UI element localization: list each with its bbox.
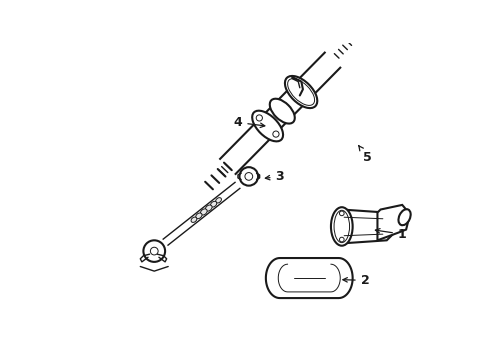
Circle shape (150, 247, 158, 255)
Text: 2: 2 (343, 274, 369, 287)
Ellipse shape (216, 198, 221, 203)
Ellipse shape (331, 207, 353, 246)
Circle shape (340, 237, 344, 242)
Circle shape (340, 211, 344, 216)
Ellipse shape (211, 201, 217, 207)
Circle shape (245, 172, 253, 180)
Ellipse shape (285, 76, 318, 108)
Ellipse shape (270, 99, 295, 123)
Text: 1: 1 (375, 228, 407, 240)
Ellipse shape (334, 210, 349, 243)
Circle shape (144, 240, 165, 262)
Ellipse shape (196, 213, 202, 219)
Ellipse shape (200, 209, 207, 215)
Ellipse shape (205, 205, 212, 211)
Polygon shape (266, 258, 353, 298)
Polygon shape (220, 53, 340, 174)
Text: 5: 5 (359, 145, 372, 164)
Ellipse shape (288, 78, 315, 105)
Circle shape (273, 131, 279, 137)
Ellipse shape (191, 217, 197, 222)
Polygon shape (336, 210, 393, 243)
Ellipse shape (398, 209, 411, 225)
Circle shape (240, 167, 258, 186)
Circle shape (256, 115, 263, 121)
Ellipse shape (252, 111, 283, 141)
Text: 4: 4 (234, 116, 265, 129)
Polygon shape (377, 205, 409, 240)
Polygon shape (163, 183, 240, 245)
Text: 3: 3 (266, 170, 284, 183)
